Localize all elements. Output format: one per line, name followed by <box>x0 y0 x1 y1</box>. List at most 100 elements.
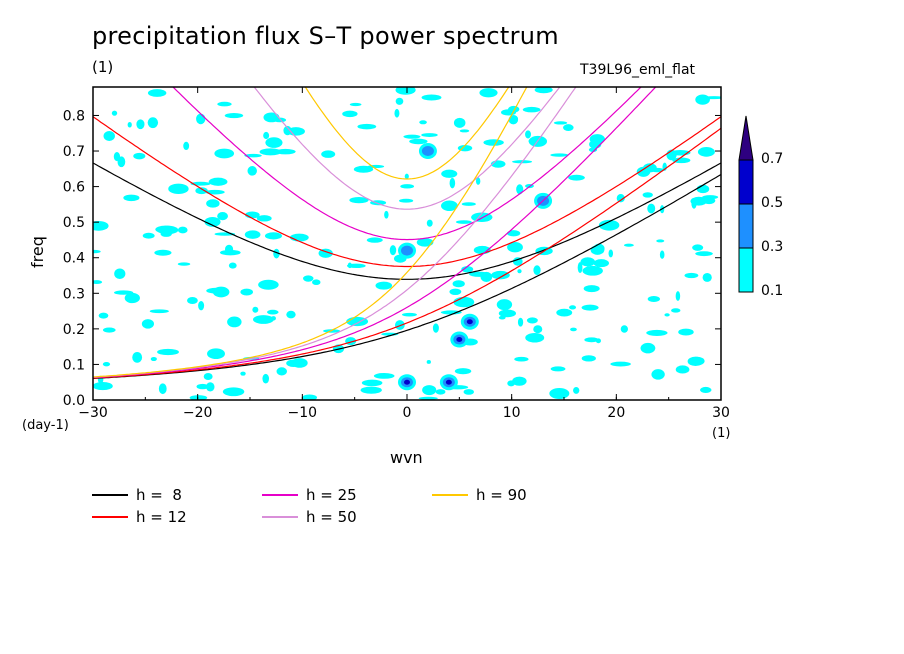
field-contour <box>449 288 462 296</box>
curve-ig <box>93 162 721 280</box>
field-contour <box>656 239 665 243</box>
field-contour <box>204 216 221 227</box>
field-contour <box>259 148 282 156</box>
x-axis-label: wvn <box>390 448 423 467</box>
field-max-inner <box>404 379 410 385</box>
field-contour <box>441 200 458 212</box>
field-contour <box>568 174 585 181</box>
colorbar-segment <box>738 159 754 205</box>
field-contour <box>111 110 118 116</box>
field-contour <box>459 129 470 133</box>
field-contour <box>198 300 205 311</box>
field-contour <box>461 266 474 273</box>
field-contour <box>416 237 434 247</box>
legend-label: h = 8 <box>136 486 182 504</box>
field-contour <box>440 310 462 315</box>
field-contour <box>589 134 605 144</box>
y-tick-label: 0.6 <box>63 180 85 196</box>
field-contour <box>421 94 442 101</box>
field-contour <box>321 150 336 158</box>
field-contour <box>158 383 167 395</box>
field-contour <box>228 262 237 269</box>
colorbar-level-label: 0.5 <box>761 195 784 211</box>
field-contour <box>123 194 140 202</box>
field-contour <box>196 383 209 390</box>
field-contour <box>512 257 523 266</box>
field-contour <box>273 117 287 123</box>
field-max-mid <box>421 146 434 157</box>
colorbar-level-label: 0.1 <box>761 283 784 299</box>
field-contour <box>549 388 570 400</box>
field-contour <box>273 248 280 259</box>
field-contour <box>147 89 167 97</box>
chart-subtitle: (1) <box>92 58 114 76</box>
field-contour <box>286 127 305 136</box>
field-contour <box>102 327 116 333</box>
field-contour <box>421 133 438 137</box>
field-contour <box>124 292 140 304</box>
field-contour <box>395 87 416 95</box>
x-tick-label: 20 <box>607 405 625 421</box>
field-contour <box>224 113 244 119</box>
field-contour <box>207 348 225 360</box>
curve-mrg <box>93 173 721 380</box>
field-contour <box>684 272 699 279</box>
field-contour <box>659 250 665 259</box>
field-contour <box>525 130 531 139</box>
field-contour <box>580 257 596 267</box>
field-contour <box>373 372 395 379</box>
field-contour <box>214 148 235 159</box>
x-tick-label: 10 <box>503 405 521 421</box>
field-contour <box>98 312 109 319</box>
field-contour <box>276 367 287 376</box>
field-contour <box>240 288 254 296</box>
field-contour <box>127 121 132 128</box>
field-contour <box>206 199 220 208</box>
field-contour <box>168 183 189 195</box>
field-contour <box>132 351 143 363</box>
field-contour <box>514 356 529 362</box>
run-label: T39L96_eml_flat <box>580 62 696 78</box>
field-contour <box>262 373 270 384</box>
field-contour <box>141 319 155 329</box>
field-contour <box>582 265 603 276</box>
field-contour <box>265 137 283 148</box>
curve-ig <box>304 87 510 180</box>
legend-swatch <box>92 516 128 518</box>
field-contour <box>678 328 694 336</box>
legend-label: h = 12 <box>136 508 187 526</box>
y-tick-label: 0.2 <box>63 322 85 338</box>
field-contour <box>291 358 308 368</box>
dispersion-curves <box>93 87 721 380</box>
field-contour <box>403 134 421 139</box>
field-contour <box>117 156 126 168</box>
field-contour <box>418 396 438 400</box>
field-contour <box>432 323 439 333</box>
field-contour <box>525 332 545 343</box>
field-contour <box>593 243 605 254</box>
x-axis-unit: (1) <box>712 426 731 441</box>
field-contour <box>289 233 309 242</box>
field-contour <box>244 153 262 158</box>
curve-ig <box>172 87 642 241</box>
field-contour <box>422 385 437 396</box>
y-tick-label: 0.1 <box>63 357 85 373</box>
field-contour <box>93 280 103 285</box>
x-tick-label: −30 <box>78 405 108 421</box>
field-contour <box>195 187 208 195</box>
field-contour <box>177 226 188 234</box>
field-contour <box>620 325 628 333</box>
field-contour <box>244 230 261 239</box>
field-contour <box>366 237 383 243</box>
field-contour <box>157 348 179 356</box>
legend-label: h = 90 <box>476 486 527 504</box>
field-contour <box>647 296 660 303</box>
field-contour <box>556 308 573 317</box>
field-contour <box>426 219 433 227</box>
legend-swatch <box>262 516 298 518</box>
field-contour <box>189 395 208 400</box>
field-contour <box>155 225 176 234</box>
field-contour <box>361 379 383 387</box>
field-contour <box>692 244 704 251</box>
